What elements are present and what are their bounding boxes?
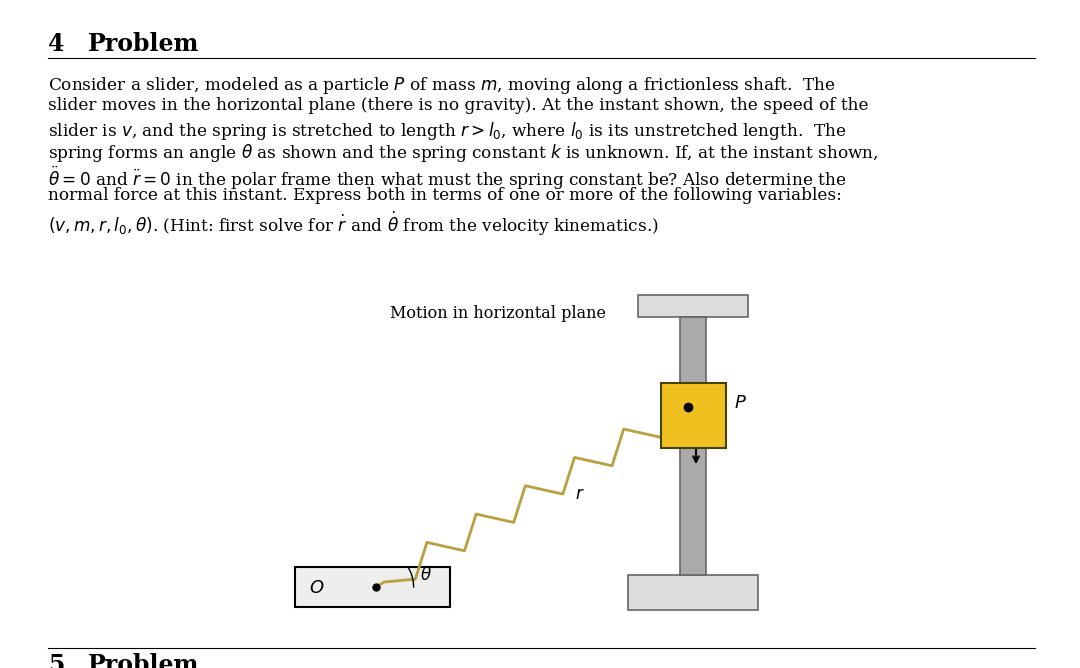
- Text: Problem: Problem: [87, 32, 200, 56]
- Text: slider moves in the horizontal plane (there is no gravity). At the instant shown: slider moves in the horizontal plane (th…: [48, 98, 868, 114]
- Text: $(v, m, r, l_0, \theta)$. (Hint: first solve for $\dot{r}$ and $\dot{\theta}$ fr: $(v, m, r, l_0, \theta)$. (Hint: first s…: [48, 210, 659, 238]
- Bar: [638, 295, 748, 317]
- Bar: [627, 575, 758, 610]
- Text: Motion in horizontal plane: Motion in horizontal plane: [390, 305, 606, 322]
- Text: $O$: $O$: [309, 579, 325, 597]
- Text: Consider a slider, modeled as a particle $P$ of mass $m$, moving along a frictio: Consider a slider, modeled as a particle…: [48, 75, 836, 96]
- Text: slider is $v$, and the spring is stretched to length $r > l_0$, where $l_0$ is i: slider is $v$, and the spring is stretch…: [48, 120, 847, 142]
- Text: spring forms an angle $\theta$ as shown and the spring constant $k$ is unknown. : spring forms an angle $\theta$ as shown …: [48, 142, 878, 164]
- Bar: [680, 317, 706, 575]
- Text: $r$: $r$: [576, 486, 585, 503]
- Text: $\theta$: $\theta$: [420, 566, 432, 584]
- Text: $P$: $P$: [733, 394, 746, 412]
- Text: 4: 4: [48, 32, 65, 56]
- Text: $\ddot{\theta} = 0$ and $\ddot{r} = 0$ in the polar frame then what must the spr: $\ddot{\theta} = 0$ and $\ddot{r} = 0$ i…: [48, 165, 847, 192]
- Text: $v$: $v$: [710, 435, 723, 452]
- Text: normal force at this instant. Express both in terms of one or more of the follow: normal force at this instant. Express bo…: [48, 188, 842, 204]
- Bar: [661, 383, 726, 448]
- Bar: [295, 567, 450, 607]
- Text: 5: 5: [48, 653, 65, 668]
- Text: Problem: Problem: [87, 653, 200, 668]
